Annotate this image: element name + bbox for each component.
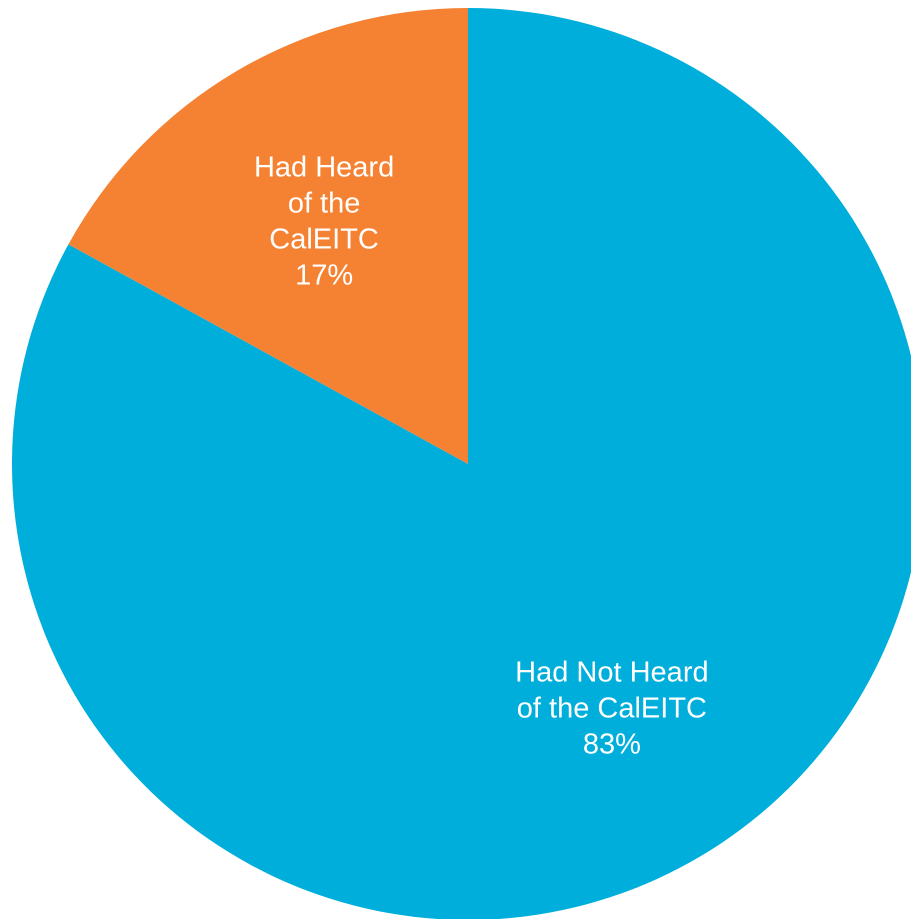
pie-slice-label-0: Had Not Heard of the CalEITC 83%: [515, 656, 708, 760]
pie-slice-label-line: Had Not Heard: [515, 656, 708, 688]
pie-slice-label-line: 83%: [583, 728, 641, 760]
pie-slice-0: [11, 8, 911, 919]
pie-slices: [11, 8, 911, 919]
pie-slice-label-line: of the: [288, 188, 361, 220]
pie-slice-label-line: 17%: [295, 260, 353, 292]
pie-slice-1: [68, 8, 469, 464]
pie-slice-label-line: CalEITC: [269, 224, 379, 256]
pie-slice-label-line: Had Heard: [254, 152, 394, 184]
pie-slice-label-line: of the CalEITC: [517, 692, 707, 724]
pie-labels: Had Not Heard of the CalEITC 83% Had Heard o…: [254, 152, 709, 761]
pie-slice-label-1: Had Heard of the CalEITC 17%: [254, 152, 394, 292]
